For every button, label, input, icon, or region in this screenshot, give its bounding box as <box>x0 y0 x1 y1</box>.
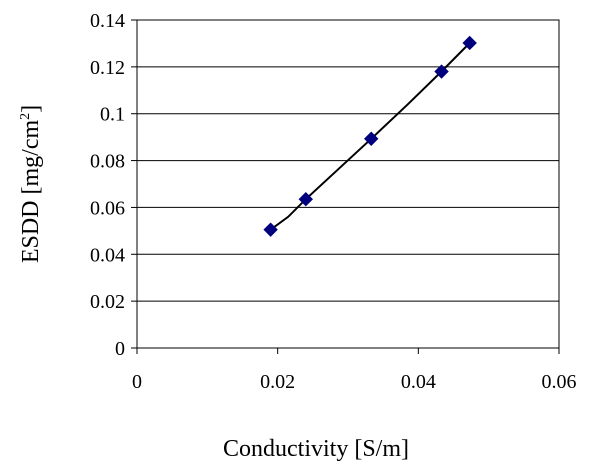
y-axis-title-sup: 2 <box>18 113 33 120</box>
y-tick-label: 0 <box>115 338 125 360</box>
y-tick-label: 0.02 <box>90 291 125 313</box>
x-tick-label: 0.02 <box>260 371 295 393</box>
data-point <box>298 192 314 207</box>
y-tick-label: 0.1 <box>100 104 125 126</box>
plot-area <box>136 19 560 349</box>
data-point <box>364 131 379 146</box>
y-tick-label: 0.08 <box>90 151 125 173</box>
data-point <box>462 35 477 51</box>
y-tick-labels: 0 0.02 0.04 0.06 0.08 0.1 0.12 0.14 <box>90 10 125 360</box>
y-tick-label: 0.06 <box>90 197 125 219</box>
y-tick-label: 0.14 <box>90 10 125 32</box>
y-axis-title-end: ] <box>18 105 44 113</box>
x-tick-label: 0.04 <box>401 371 436 393</box>
data-point <box>434 64 449 79</box>
axes <box>131 19 560 354</box>
x-axis-title: Conductivity [S/m] <box>223 436 409 462</box>
x-tick-label: 0.06 <box>542 371 577 393</box>
x-tick-label: 0 <box>132 371 142 393</box>
y-tick-label: 0.12 <box>90 57 125 79</box>
data-points <box>263 35 477 237</box>
y-tick-label: 0.04 <box>90 244 125 266</box>
y-axis-title: ESDD [mg/cm2] <box>18 105 44 263</box>
y-axis-title-main: ESDD [mg/cm <box>18 120 44 264</box>
x-tick-labels: 0 0.02 0.04 0.06 <box>132 371 577 393</box>
data-point <box>263 222 278 237</box>
gridlines <box>137 66 559 302</box>
